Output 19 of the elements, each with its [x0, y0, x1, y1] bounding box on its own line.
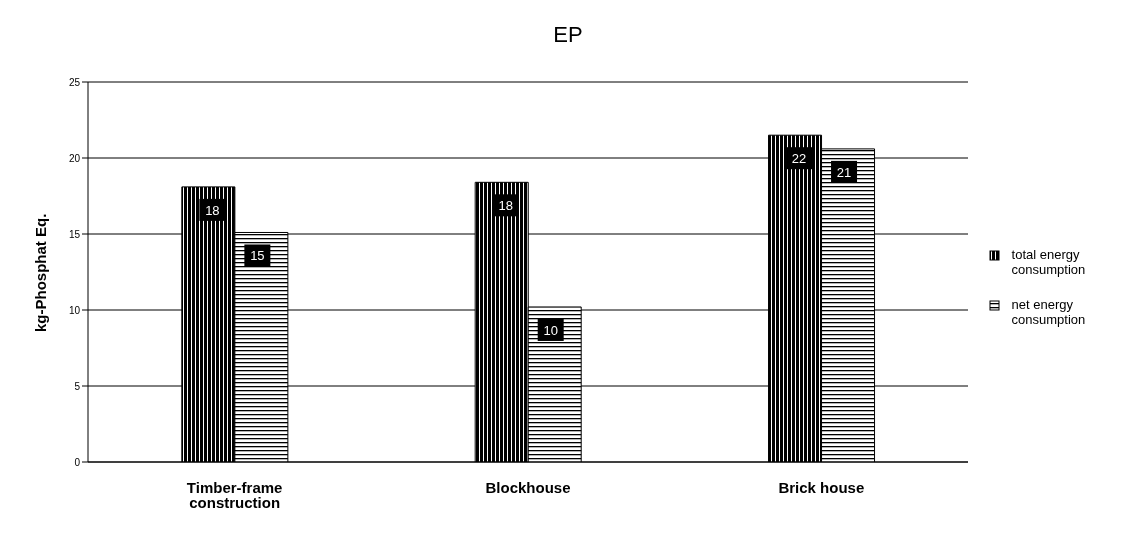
data-label: 10 [543, 322, 558, 338]
y-axis-title: kg-Phosphat Eq. [32, 213, 50, 332]
y-tick-label: 5 [74, 380, 81, 392]
data-label: 22 [791, 151, 807, 167]
legend-label: total energy consumption [1011, 247, 1087, 277]
data-label: 21 [836, 164, 852, 180]
chart-title: EP [552, 21, 584, 49]
y-tick-label: 15 [68, 228, 81, 240]
data-label: 18 [498, 198, 513, 214]
y-tick-label: 20 [68, 152, 81, 164]
data-label: 15 [250, 248, 265, 264]
y-tick-label: 10 [68, 304, 81, 316]
legend-label: net energy consumption [1011, 297, 1087, 327]
y-tick-label: 0 [74, 456, 81, 468]
y-tick-label: 25 [68, 76, 81, 88]
x-tick-label: Blockhouse [485, 478, 571, 496]
data-label: 18 [205, 202, 220, 218]
x-tick-label: Timber-frame construction [186, 478, 283, 511]
x-tick-label: Brick house [778, 478, 865, 496]
